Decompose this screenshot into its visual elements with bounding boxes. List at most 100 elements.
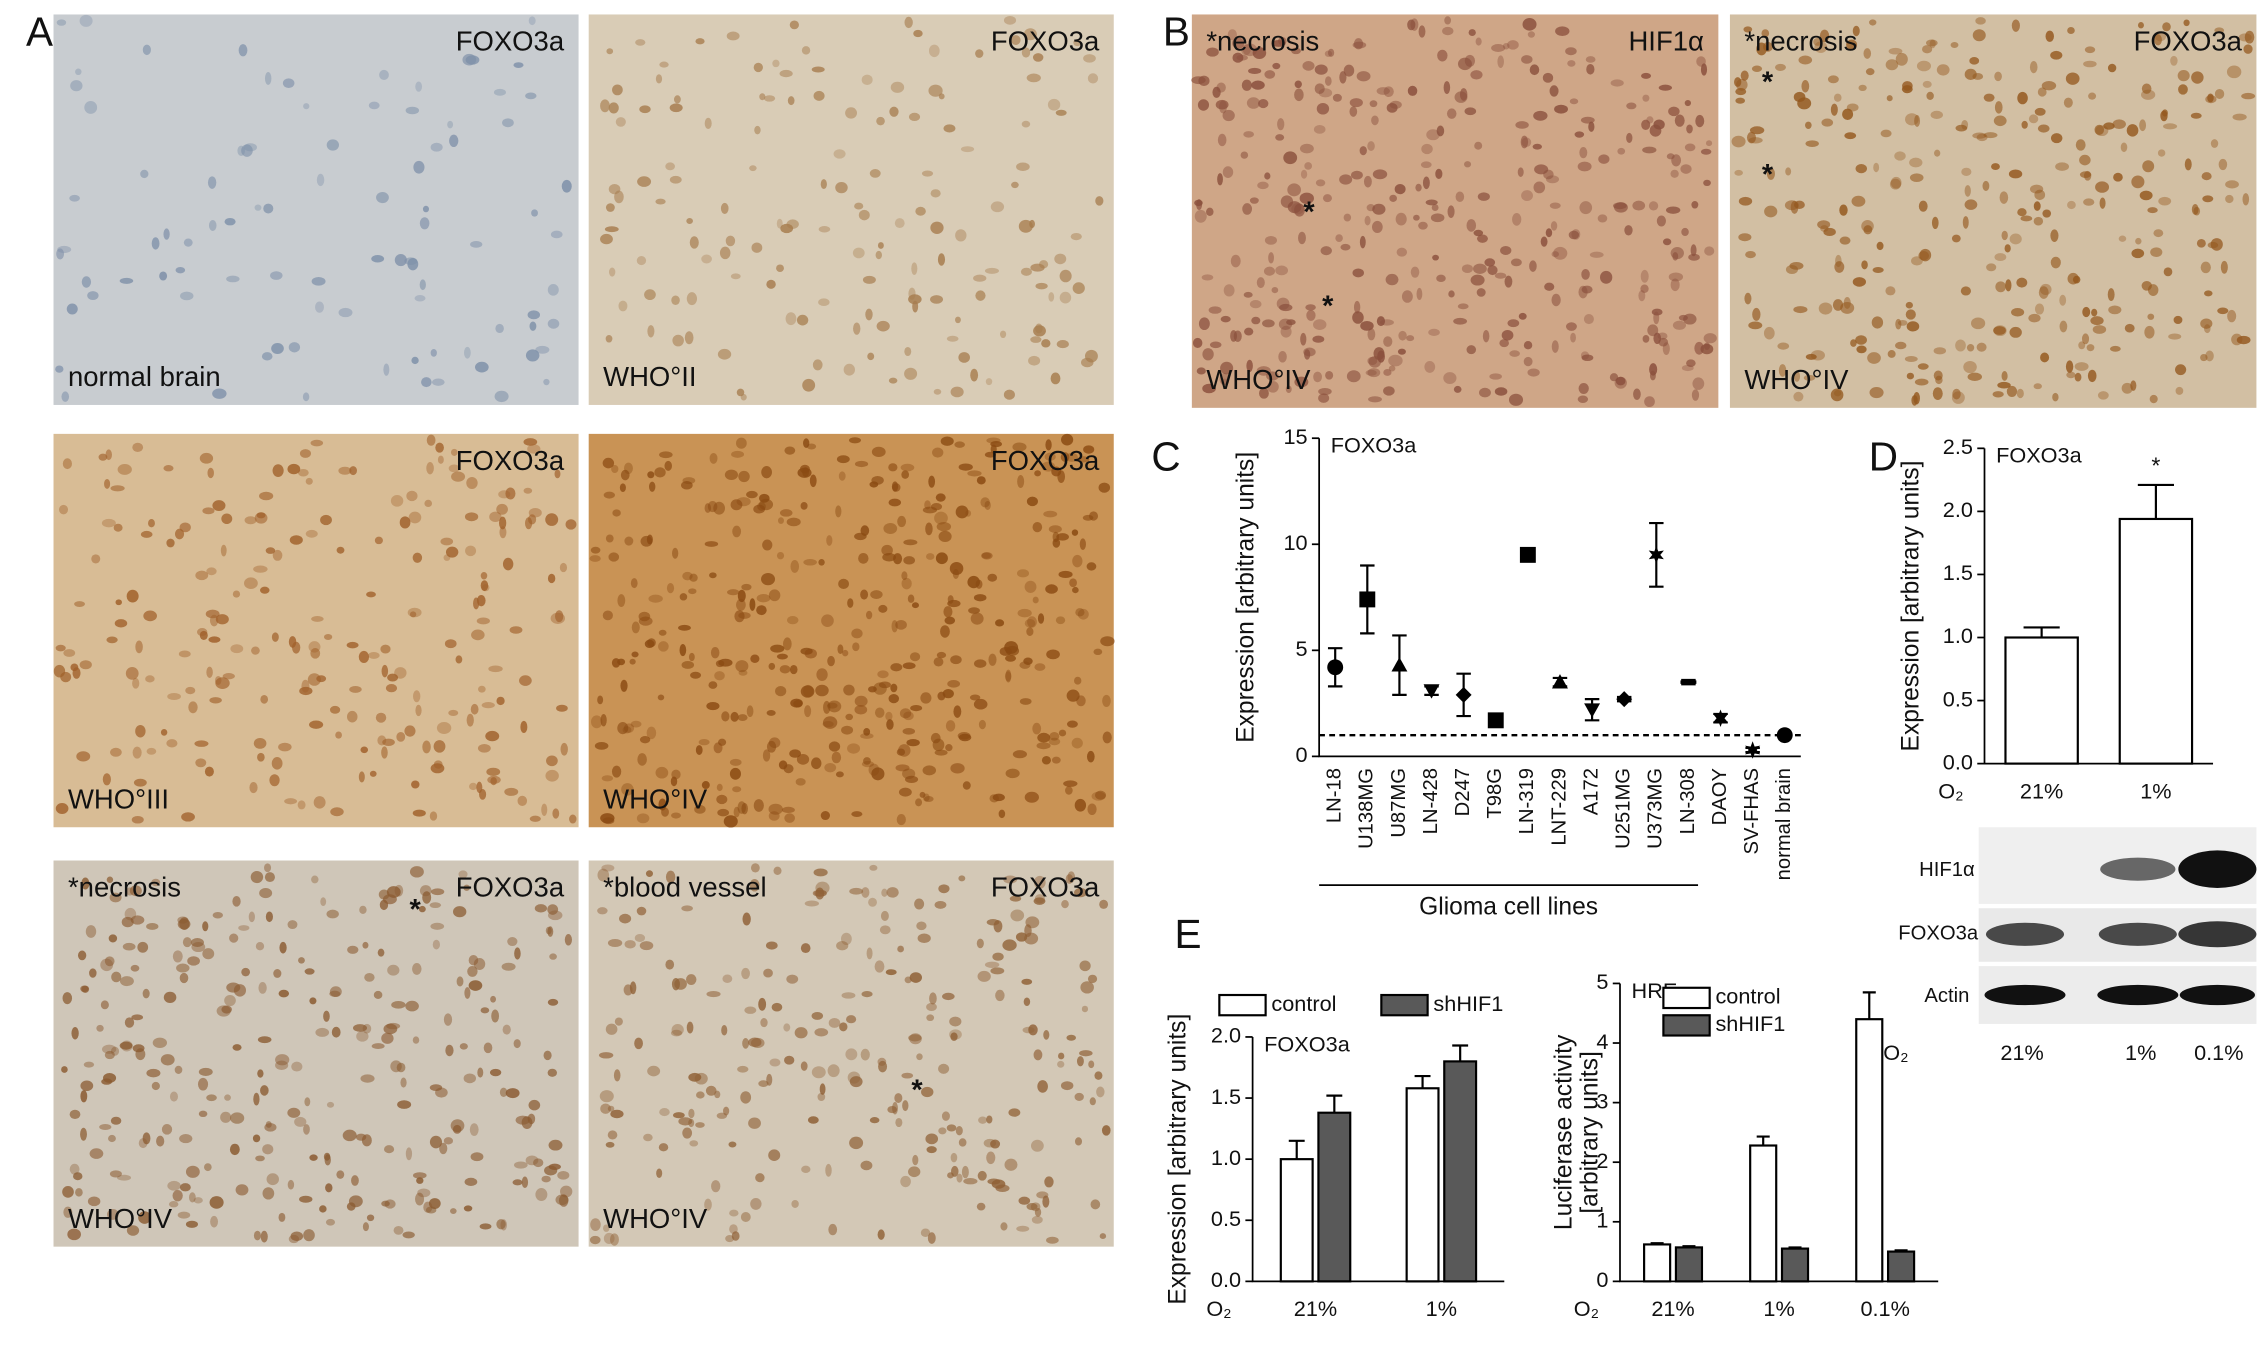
nucleus	[1861, 260, 1868, 270]
nucleus	[188, 701, 198, 714]
nucleus	[619, 913, 632, 924]
nucleus	[316, 173, 325, 187]
nucleus	[1266, 371, 1279, 381]
nucleus	[237, 145, 245, 157]
nucleus	[1102, 731, 1112, 744]
bar	[1886, 1250, 1916, 1283]
nucleus	[424, 499, 433, 508]
bar	[1674, 1246, 1704, 1283]
nucleus	[1507, 319, 1520, 328]
nucleus	[229, 933, 239, 943]
x-prefix: O₂	[1574, 1296, 1599, 1321]
x-tick-label: 21%	[1651, 1296, 1694, 1321]
nucleus	[942, 689, 954, 699]
nucleus	[336, 546, 345, 554]
nucleus	[716, 794, 728, 805]
nucleus	[1916, 60, 1932, 72]
nucleus	[1340, 243, 1351, 251]
blot-lane-label: 0.1%	[2194, 1040, 2243, 1065]
nucleus	[1442, 26, 1454, 36]
nucleus	[2147, 313, 2155, 320]
nucleus	[1197, 99, 1210, 111]
nucleus	[1058, 729, 1067, 737]
nucleus	[1662, 238, 1672, 246]
nucleus	[271, 342, 284, 355]
nucleus	[305, 529, 318, 538]
nucleus	[895, 764, 910, 772]
nucleus	[1476, 234, 1488, 243]
y-tick-label: 3	[1596, 1088, 1608, 1113]
nucleus	[445, 546, 459, 558]
nucleus	[140, 169, 149, 179]
nucleus	[253, 1230, 261, 1241]
nucleus	[1936, 64, 1950, 76]
nucleus	[986, 1115, 993, 1124]
nucleus	[1024, 791, 1039, 803]
nucleus	[2097, 391, 2109, 400]
nucleus	[900, 463, 915, 472]
y-tick-label: 1	[1596, 1208, 1608, 1233]
nucleus	[669, 175, 682, 184]
legend-swatch	[1218, 993, 1267, 1017]
y-axis-title: [arbitrary units]	[1577, 1051, 1604, 1214]
nucleus	[801, 46, 811, 55]
nucleus	[2218, 158, 2228, 171]
nucleus	[765, 941, 778, 950]
nucleus	[945, 720, 956, 732]
nucleus	[1430, 213, 1445, 223]
nucleus	[831, 751, 842, 764]
nucleus	[605, 203, 615, 212]
nucleus	[681, 905, 693, 912]
nucleus	[1819, 29, 1830, 43]
nucleus	[1418, 25, 1426, 38]
nucleus	[450, 448, 458, 456]
nucleus	[523, 487, 533, 494]
nucleus	[1565, 47, 1577, 56]
nucleus	[335, 731, 342, 739]
nucleus	[1686, 124, 1693, 134]
nucleus	[800, 502, 808, 510]
nucleus	[1074, 676, 1082, 685]
data-point	[1552, 674, 1568, 689]
nucleus	[919, 791, 926, 798]
nucleus	[1852, 277, 1866, 287]
nucleus	[854, 695, 868, 707]
nucleus	[751, 242, 763, 253]
data-point	[1423, 684, 1440, 699]
nucleus	[1839, 236, 1851, 245]
nucleus	[421, 377, 432, 388]
nucleus	[1264, 70, 1276, 79]
nucleus	[824, 763, 837, 773]
nucleus	[1249, 299, 1262, 309]
nucleus	[330, 807, 344, 817]
micrograph-image	[588, 433, 1114, 828]
nucleus	[80, 1127, 87, 1141]
nucleus	[995, 1184, 1010, 1192]
nucleus	[1466, 219, 1477, 232]
nucleus	[1299, 192, 1314, 205]
nucleus	[261, 352, 273, 361]
nucleus	[1672, 252, 1679, 261]
nucleus	[889, 106, 899, 117]
nucleus	[548, 1163, 561, 1170]
nucleus	[1032, 53, 1044, 62]
nucleus	[2028, 313, 2041, 323]
nucleus	[886, 887, 899, 898]
nucleus	[287, 1179, 295, 1190]
nucleus	[366, 1214, 375, 1222]
nucleus	[1888, 47, 1903, 55]
nucleus	[379, 69, 389, 80]
nucleus	[1740, 70, 1749, 81]
nucleus	[1294, 80, 1302, 89]
nucleus	[590, 1218, 601, 1232]
nucleus	[822, 716, 838, 729]
legend-swatch	[1662, 986, 1711, 1010]
nucleus	[470, 1152, 484, 1162]
nucleus	[672, 334, 684, 347]
blot-band	[2097, 984, 2179, 1006]
nucleus	[554, 469, 561, 479]
nucleus	[895, 1117, 903, 1128]
nucleus	[1961, 167, 1972, 176]
nucleus	[2157, 149, 2166, 157]
nucleus	[879, 925, 891, 935]
